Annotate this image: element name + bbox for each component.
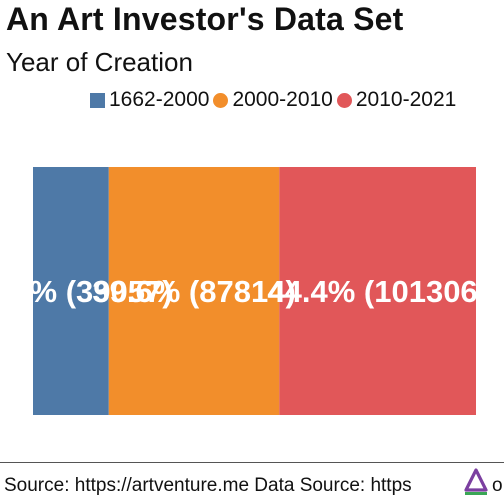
source-footer: Source: https://artventure.me Data Sourc… [4,475,412,496]
legend-item-1: 1662-2000 [90,88,209,112]
legend-item-3: 2010-2021 [336,88,457,112]
footer-tail-text: o [492,475,503,496]
legend-label-3: 2010-2021 [355,88,457,111]
legend-item-2: 2000-2010 [213,88,333,112]
legend-swatch-1 [90,92,105,108]
footer-divider [0,462,504,463]
legend: 1662-2000 2000-2010 2010-2021 [90,88,460,112]
legend-swatch-3 [336,92,352,108]
bar-segment-3 [279,167,476,415]
bars-group [33,167,476,415]
legend-label-1: 1662-2000 [109,88,210,111]
legend-swatch-2 [213,92,229,108]
bar-segment-2 [108,167,280,415]
data-labels-group: 17.6% (39057) 39.6% (87814) 44.4% (10130… [0,274,488,309]
bar-segment-1 [33,167,109,415]
legend-label-2: 2000-2010 [232,88,333,111]
data-label-3: 44.4% (101306) [267,274,488,309]
chart-subtitle: Year of Creation [6,47,193,77]
stacked-bar-chart: 17.6% (39057) 39.6% (87814) 44.4% (10130… [0,167,488,415]
triangle-logo-icon [464,468,488,495]
chart-title: An Art Investor's Data Set [6,1,404,37]
data-label-1: 17.6% (39057) [0,274,173,309]
data-label-2: 39.6% (87814) [92,274,295,309]
